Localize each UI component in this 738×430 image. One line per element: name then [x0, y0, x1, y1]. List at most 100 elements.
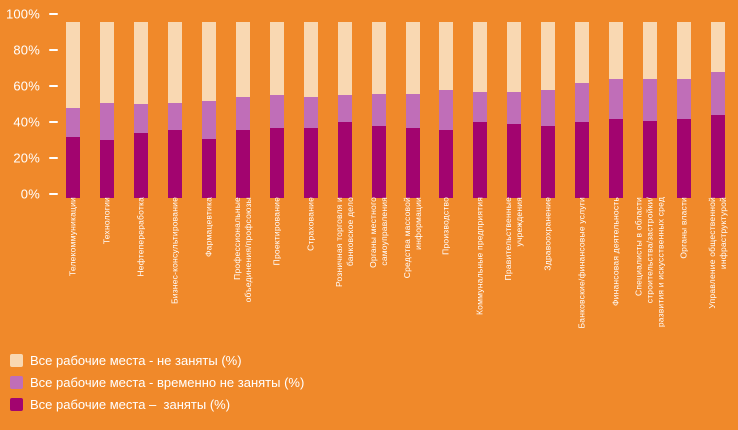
bar-segment-temporarily-vacant[interactable]: [235, 97, 250, 130]
bar-segment-occupied[interactable]: [66, 136, 80, 198]
bar-segment-occupied[interactable]: [473, 122, 488, 198]
bar-segment-vacant[interactable]: [269, 21, 284, 96]
bar-segment-occupied[interactable]: [337, 122, 352, 198]
bar-segment-occupied[interactable]: [269, 127, 284, 198]
bar-segment-vacant[interactable]: [439, 21, 454, 91]
bar-10[interactable]: [371, 21, 386, 198]
bar-segment-temporarily-vacant[interactable]: [575, 82, 590, 123]
bar-segment-occupied[interactable]: [575, 122, 590, 198]
bar-8[interactable]: [303, 21, 318, 198]
bar-segment-vacant[interactable]: [405, 21, 420, 94]
bar-segment-vacant[interactable]: [99, 21, 114, 103]
legend-item-occupied[interactable]: Все рабочие места – заняты (%): [10, 397, 304, 412]
bar-segment-temporarily-vacant[interactable]: [439, 90, 454, 130]
bar-segment-temporarily-vacant[interactable]: [337, 95, 352, 123]
bar-7[interactable]: [269, 21, 284, 198]
bar-segment-occupied[interactable]: [643, 120, 658, 198]
bar-segment-vacant[interactable]: [303, 21, 318, 98]
bar-segment-vacant[interactable]: [167, 21, 182, 103]
bar-segment-vacant[interactable]: [711, 21, 726, 73]
y-tick-label: 80%: [13, 42, 40, 58]
x-axis-label: Технологии: [101, 197, 112, 245]
bar-11[interactable]: [405, 21, 420, 198]
y-tick-label: 20%: [13, 150, 40, 166]
bar-segment-temporarily-vacant[interactable]: [371, 93, 386, 126]
x-axis-label: Розничная торговля и банковское дело: [333, 197, 355, 287]
bar-14[interactable]: [507, 21, 522, 198]
bar-segment-vacant[interactable]: [133, 21, 148, 105]
bar-12[interactable]: [439, 21, 454, 198]
bar-segment-occupied[interactable]: [507, 124, 522, 198]
bar-segment-temporarily-vacant[interactable]: [167, 102, 182, 130]
bar-segment-occupied[interactable]: [405, 127, 420, 198]
bar-segment-occupied[interactable]: [167, 129, 182, 198]
bar-20[interactable]: [711, 21, 726, 198]
bar-segment-temporarily-vacant[interactable]: [66, 108, 80, 137]
bar-segment-occupied[interactable]: [201, 138, 216, 198]
bar-segment-occupied[interactable]: [541, 126, 556, 198]
bar-segment-vacant[interactable]: [507, 21, 522, 92]
bar-17[interactable]: [609, 21, 624, 198]
bar-segment-occupied[interactable]: [235, 129, 250, 198]
x-axis-label: Правительственные учреждения: [503, 197, 525, 281]
bar-segment-occupied[interactable]: [99, 140, 114, 198]
y-tick-mark: [49, 121, 58, 123]
bar-3[interactable]: [133, 21, 148, 198]
bar-segment-vacant[interactable]: [66, 21, 80, 109]
legend-label-temporarily-vacant: Все рабочие места - временно не заняты (…: [30, 375, 305, 390]
bar-segment-temporarily-vacant[interactable]: [507, 91, 522, 125]
x-axis-label: Органы власти: [678, 197, 689, 259]
bar-segment-temporarily-vacant[interactable]: [643, 79, 658, 121]
bar-segment-temporarily-vacant[interactable]: [303, 97, 318, 128]
x-axis-label: Страхование: [305, 197, 316, 251]
bar-9[interactable]: [337, 21, 352, 198]
bar-segment-vacant[interactable]: [473, 21, 488, 92]
plot-area: [64, 14, 732, 198]
bar-segment-temporarily-vacant[interactable]: [405, 93, 420, 128]
bar-segment-vacant[interactable]: [235, 21, 250, 98]
bar-segment-occupied[interactable]: [303, 127, 318, 198]
bar-segment-vacant[interactable]: [201, 21, 216, 101]
bar-1[interactable]: [66, 21, 80, 198]
y-tick-label: 40%: [13, 114, 40, 130]
bar-segment-temporarily-vacant[interactable]: [541, 90, 556, 126]
bar-segment-vacant[interactable]: [541, 21, 556, 90]
legend-label-occupied: Все рабочие места – заняты (%): [30, 397, 231, 412]
bar-segment-vacant[interactable]: [337, 21, 352, 96]
bar-segment-temporarily-vacant[interactable]: [99, 102, 114, 141]
bar-segment-vacant[interactable]: [575, 21, 590, 83]
bar-segment-temporarily-vacant[interactable]: [677, 79, 692, 119]
bar-5[interactable]: [201, 21, 216, 198]
legend-item-vacant[interactable]: Все рабочие места - не заняты (%): [10, 353, 304, 368]
x-axis-label: Коммунальные предприятия: [474, 197, 485, 315]
bar-2[interactable]: [99, 21, 114, 198]
bar-segment-temporarily-vacant[interactable]: [201, 100, 216, 139]
legend-swatch-temporarily-vacant: [10, 376, 23, 389]
bar-segment-occupied[interactable]: [133, 133, 148, 198]
bar-16[interactable]: [575, 21, 590, 198]
y-tick-mark: [49, 13, 58, 15]
bar-segment-temporarily-vacant[interactable]: [269, 95, 284, 128]
bar-19[interactable]: [677, 21, 692, 198]
bar-segment-occupied[interactable]: [711, 115, 726, 198]
bar-segment-occupied[interactable]: [439, 129, 454, 198]
bar-18[interactable]: [643, 21, 658, 198]
bar-segment-vacant[interactable]: [609, 21, 624, 80]
bar-segment-occupied[interactable]: [609, 118, 624, 198]
bar-segment-vacant[interactable]: [371, 21, 386, 94]
bar-segment-temporarily-vacant[interactable]: [133, 104, 148, 134]
bar-segment-vacant[interactable]: [643, 21, 658, 80]
bar-6[interactable]: [235, 21, 250, 198]
bar-segment-occupied[interactable]: [371, 126, 386, 198]
bar-segment-temporarily-vacant[interactable]: [473, 91, 488, 123]
x-axis-label: Проектирование: [271, 197, 282, 266]
x-axis-label: Бизнес-консультирование: [169, 197, 180, 305]
bar-segment-temporarily-vacant[interactable]: [609, 79, 624, 119]
bar-segment-occupied[interactable]: [677, 118, 692, 198]
bar-segment-vacant[interactable]: [677, 21, 692, 80]
bar-13[interactable]: [473, 21, 488, 198]
bar-4[interactable]: [167, 21, 182, 198]
bar-15[interactable]: [541, 21, 556, 198]
legend-item-temporarily-vacant[interactable]: Все рабочие места - временно не заняты (…: [10, 375, 304, 390]
bar-segment-temporarily-vacant[interactable]: [711, 72, 726, 116]
